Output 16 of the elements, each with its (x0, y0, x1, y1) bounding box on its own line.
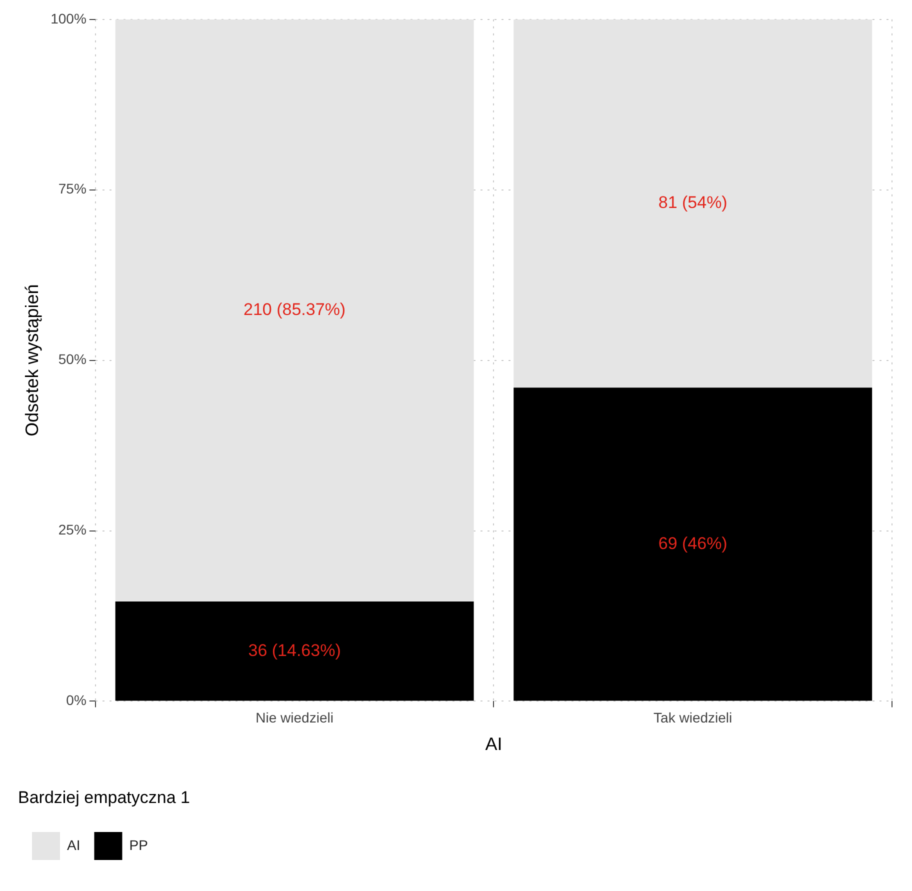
y-tick-label: 100% (50, 10, 86, 26)
data-label: 210 (85.37%) (244, 300, 346, 320)
legend-label: AI (67, 836, 80, 853)
data-label: 36 (14.63%) (248, 640, 341, 660)
x-tick-label: Nie wiedzieli (256, 709, 334, 726)
y-tick-label: 25% (58, 522, 86, 538)
y-tick-label: 75% (58, 180, 86, 197)
y-axis-title: Odsetek wystąpień (22, 284, 42, 436)
x-tick-label: Tak wiedzieli (654, 709, 732, 726)
legend-title: Bardziej empatyczna 1 (18, 788, 190, 807)
y-tick-label: 0% (66, 692, 86, 708)
data-label: 81 (54%) (658, 193, 728, 212)
x-axis-title: AI (485, 734, 502, 754)
data-label: 69 (46%) (658, 534, 728, 553)
y-tick-label: 50% (58, 351, 86, 368)
legend-label: PP (129, 836, 148, 853)
